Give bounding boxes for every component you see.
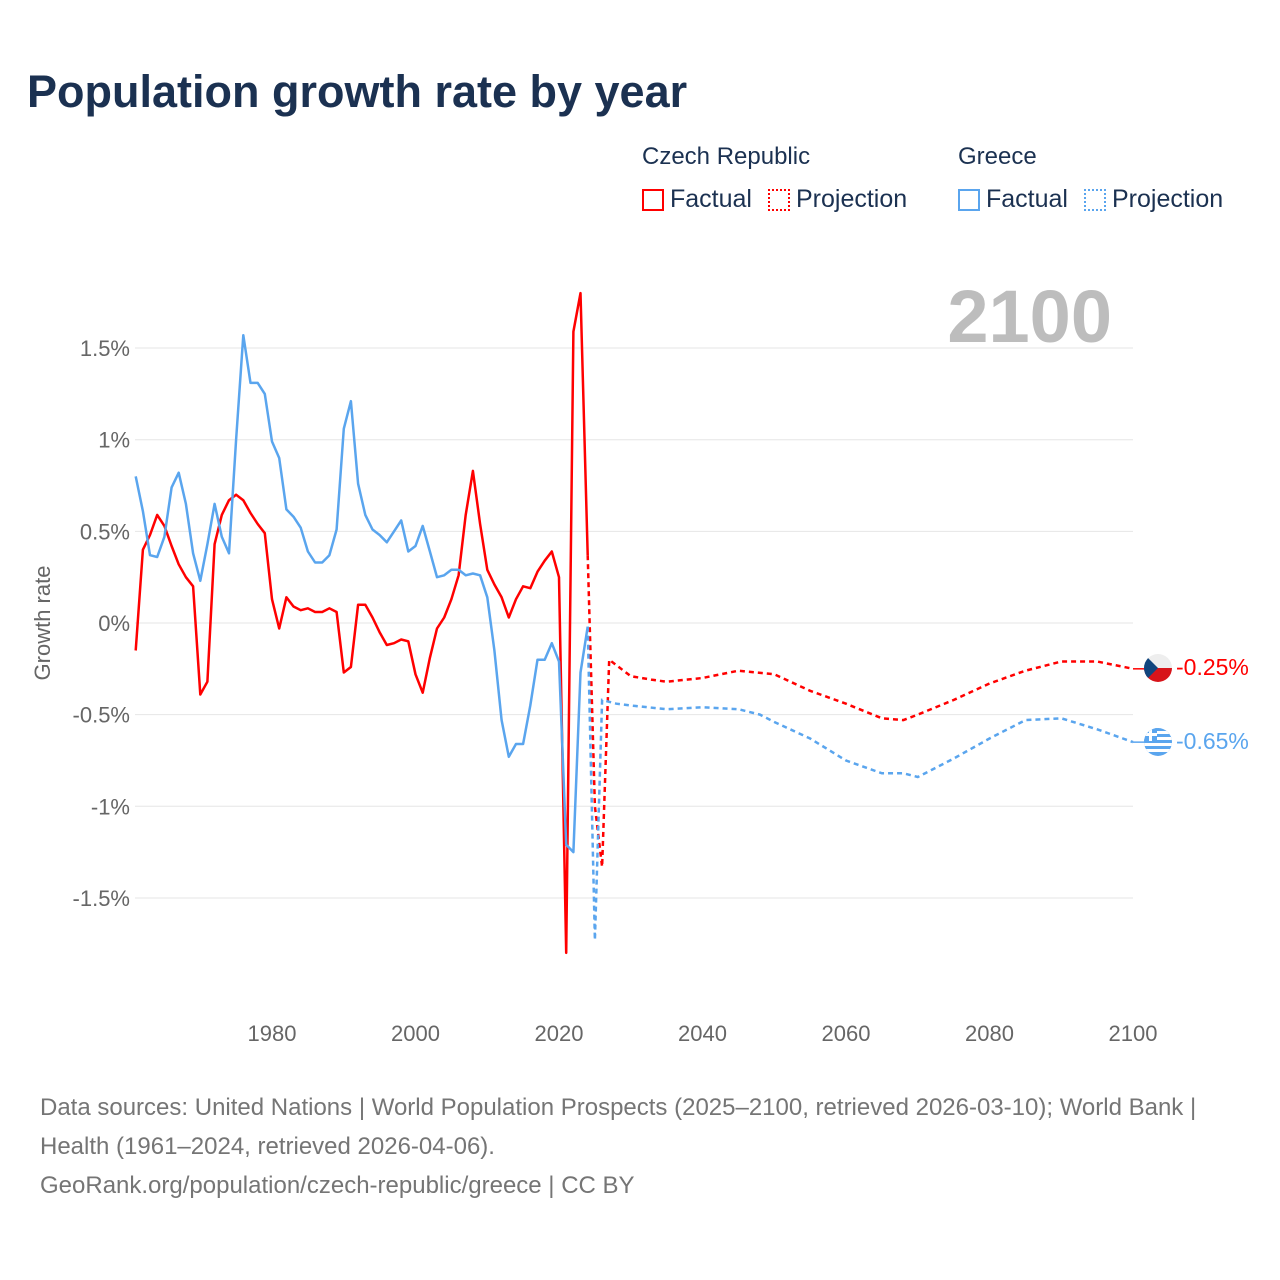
y-tick-label: 1% <box>98 428 130 453</box>
legend-heading: Greece <box>958 143 1037 170</box>
legend-label: Factual <box>986 185 1068 213</box>
chart-title: Population growth rate by year <box>27 66 688 117</box>
solid-swatch-icon <box>958 188 980 211</box>
dotted-swatch-icon <box>767 188 790 211</box>
y-tick-label: -0.5% <box>73 703 130 728</box>
current-year-label: 2100 <box>947 275 1112 358</box>
y-tick-label: -1.5% <box>73 886 130 911</box>
legend-label: Factual <box>670 185 752 213</box>
end-label-greece: -0.65% <box>1176 728 1249 754</box>
x-tick-label: 2060 <box>822 1021 871 1046</box>
legend-projection[interactable]: Projection <box>1083 185 1224 214</box>
factual-line-czech-republic <box>134 291 589 955</box>
legend-factual[interactable]: Factual <box>958 185 1068 214</box>
x-tick-label: 2000 <box>391 1021 440 1046</box>
data-sources: Data sources: United Nations | World Pop… <box>40 1094 1197 1160</box>
legend-greece: Greece Factual Projection <box>958 143 1223 214</box>
factual-line-greece <box>134 333 589 854</box>
line-chart: 1.5% 1% 0.5% 0% -0.5% -1% -1.5% 1980 2000 2020 204… <box>30 275 1249 1046</box>
greece-flag-icon <box>1144 728 1172 756</box>
legend-czech-republic: Czech Republic Factual Projection <box>642 143 907 214</box>
dotted-swatch-icon <box>1083 188 1106 211</box>
y-tick-label: 0% <box>98 611 130 636</box>
x-tick-label: 2080 <box>965 1021 1014 1046</box>
legend-label: Projection <box>795 185 908 213</box>
y-tick-label: 0.5% <box>80 519 130 544</box>
x-tick-label: 2100 <box>1109 1021 1158 1046</box>
x-tick-label: 1980 <box>248 1021 297 1046</box>
projection-line-czech-republic <box>586 555 1134 867</box>
y-tick-label: 1.5% <box>80 336 130 361</box>
solid-swatch-icon <box>642 188 664 211</box>
credit-link[interactable]: GeoRank.org/population/czech-republic/gr… <box>40 1172 635 1199</box>
end-label-czech-republic: -0.25% <box>1176 654 1249 680</box>
legend-projection[interactable]: Projection <box>767 185 908 214</box>
x-tick-label: 2020 <box>535 1021 584 1046</box>
legend-heading: Czech Republic <box>642 143 811 170</box>
legend-factual[interactable]: Factual <box>642 185 752 214</box>
footer: Data sources: United Nations | World Pop… <box>40 1088 1240 1205</box>
czech-flag-icon <box>1144 654 1172 682</box>
x-tick-label: 2040 <box>678 1021 727 1046</box>
y-tick-label: -1% <box>91 794 130 819</box>
legend-label: Projection <box>1111 185 1224 213</box>
y-axis-label: Growth rate <box>30 566 55 681</box>
projection-line-greece <box>586 626 1134 941</box>
